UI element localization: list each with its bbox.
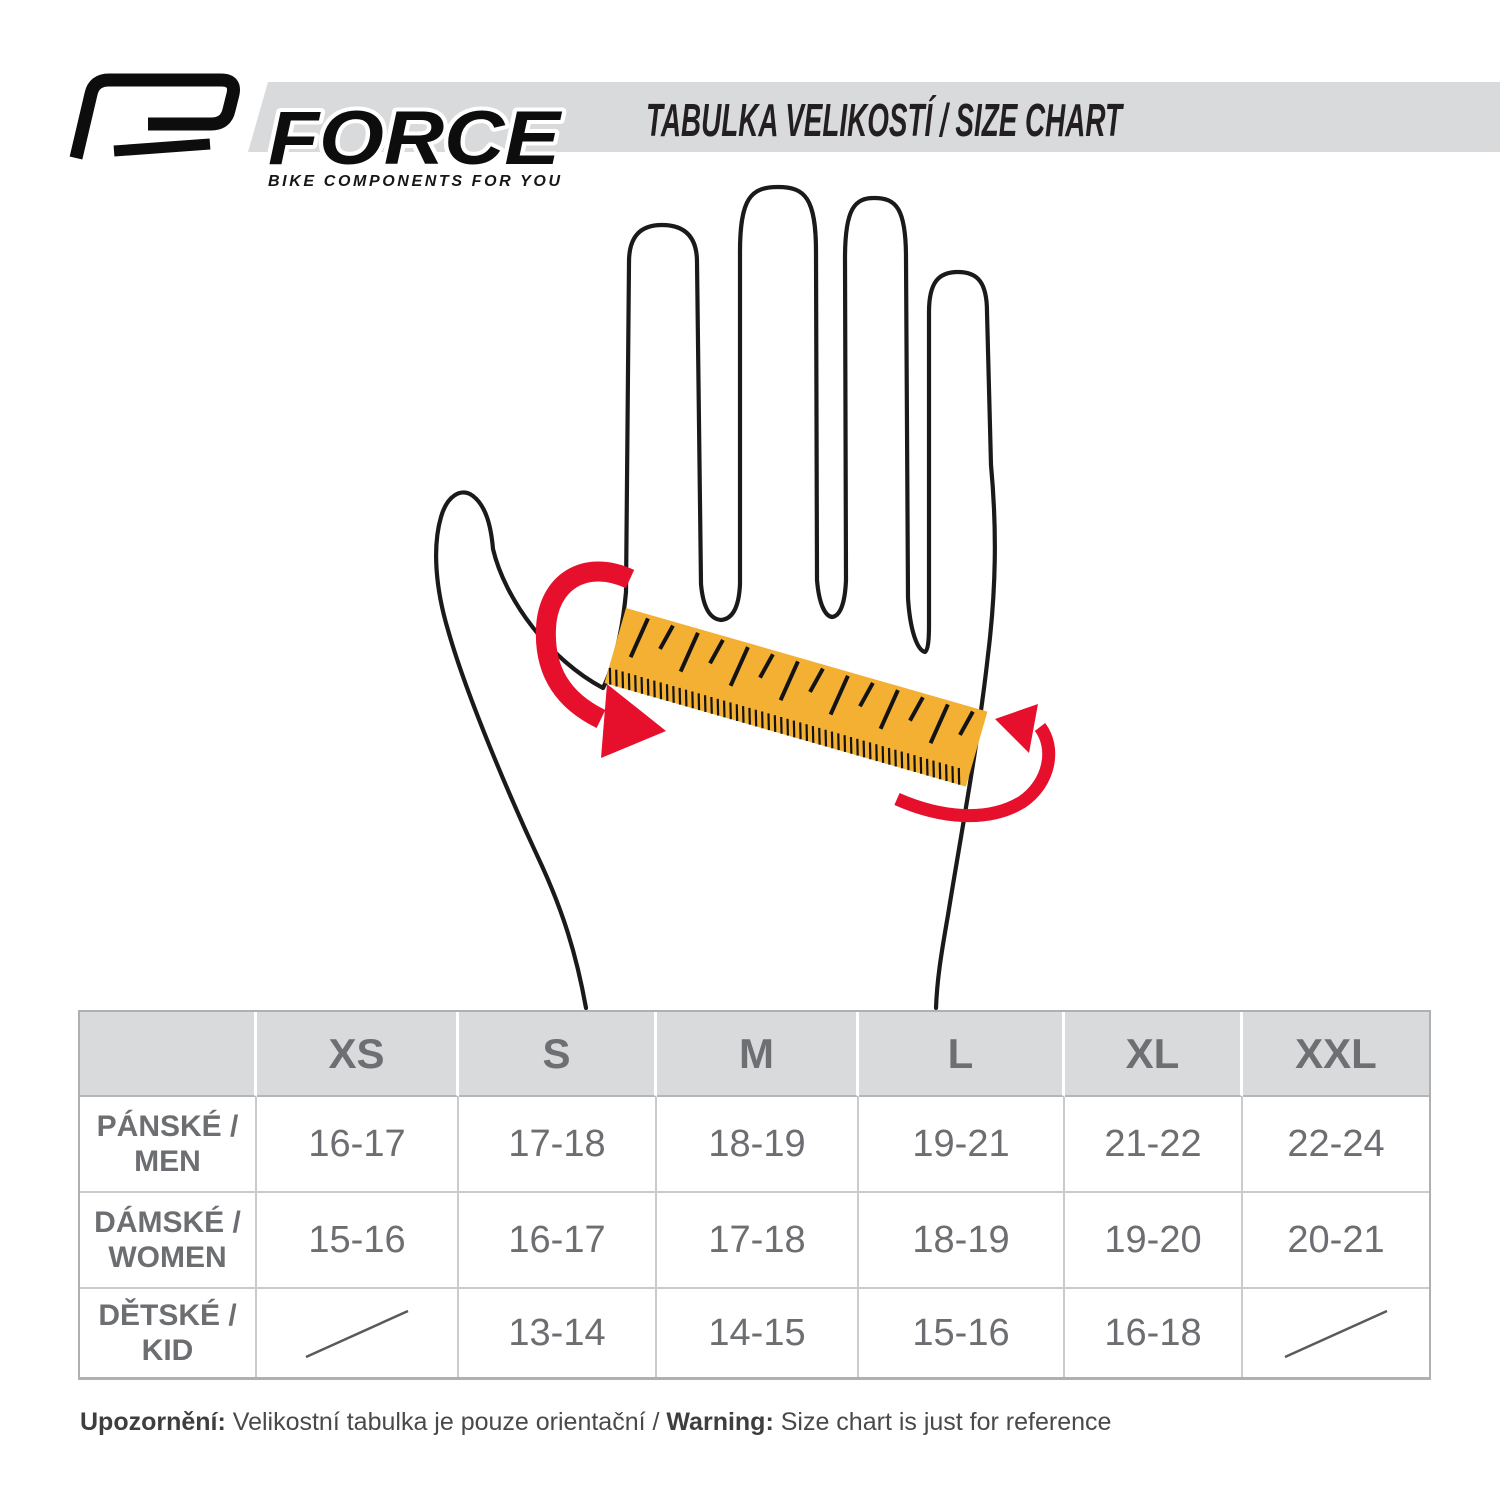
table-row-women: DÁMSKÉ / WOMEN 15-16 16-17 17-18 18-19 19-20 20… — [80, 1193, 1429, 1289]
column-header-xs: XS — [257, 1012, 459, 1097]
not-available-slash-icon — [1284, 1309, 1388, 1359]
measure-arrow-left-head — [601, 684, 666, 758]
corner-cell — [80, 1012, 257, 1097]
size-cell-men-xl: 21-22 — [1065, 1097, 1243, 1193]
not-available-slash-icon — [305, 1309, 409, 1359]
ruler-icon — [604, 608, 988, 787]
size-cell-women-l: 18-19 — [859, 1193, 1065, 1289]
column-header-xl: XL — [1065, 1012, 1243, 1097]
measure-arrow-right-arc — [894, 723, 1056, 823]
size-cell-kid-m: 14-15 — [657, 1289, 859, 1377]
size-cell-kid-l: 15-16 — [859, 1289, 1065, 1377]
size-cell-men-xs: 16-17 — [257, 1097, 459, 1193]
column-header-l: L — [859, 1012, 1065, 1097]
size-cell-women-m: 17-18 — [657, 1193, 859, 1289]
row-label-men: PÁNSKÉ / MEN — [80, 1097, 257, 1193]
size-cell-women-xl: 19-20 — [1065, 1193, 1243, 1289]
force-logo-icon — [69, 73, 240, 160]
ruler-mm-ticks — [608, 667, 961, 785]
row-label-women: DÁMSKÉ / WOMEN — [80, 1193, 257, 1289]
footnote-cs-label: Upozornění: — [80, 1408, 226, 1436]
size-cell-men-s: 17-18 — [459, 1097, 657, 1193]
size-table-header-row: XS S M L XL XXL — [80, 1012, 1429, 1097]
footnote-en-label: Warning: — [666, 1408, 774, 1436]
measure-arrow-left-arc — [535, 561, 635, 728]
size-cell-women-xxl: 20-21 — [1243, 1193, 1429, 1289]
column-header-m: M — [657, 1012, 859, 1097]
size-cell-kid-xxl — [1243, 1289, 1429, 1377]
ruler-major-ticks — [628, 617, 975, 744]
column-header-s: S — [459, 1012, 657, 1097]
brand-tagline: BIKE COMPONENTS FOR YOU — [268, 173, 560, 190]
size-cell-men-m: 18-19 — [657, 1097, 859, 1193]
size-cell-kid-xl: 16-18 — [1065, 1289, 1243, 1377]
size-cell-kid-s: 13-14 — [459, 1289, 657, 1377]
footnote-en-text: Size chart is just for reference — [773, 1408, 1112, 1436]
table-row-men: PÁNSKÉ / MEN 16-17 17-18 18-19 19-21 21-22 22-2… — [80, 1097, 1429, 1193]
measure-arrow-right-head — [995, 704, 1038, 753]
logo-emblem-outline — [69, 73, 240, 160]
row-label-kid: DĚTSKÉ / KID — [80, 1289, 257, 1377]
ruler-body — [604, 608, 988, 787]
size-cell-women-xs: 15-16 — [257, 1193, 459, 1289]
hand-outline-icon — [433, 184, 997, 1011]
header-band — [248, 82, 1500, 152]
size-table: XS S M L XL XXL PÁNSKÉ / MEN 16-17 17-18 18-19 19-… — [78, 1010, 1431, 1380]
measure-arrow-right — [894, 704, 1056, 823]
measure-arrow-left — [535, 561, 666, 758]
table-row-kid: DĚTSKÉ / KID 13-14 14-15 15-16 16-18 — [80, 1289, 1429, 1377]
size-cell-kid-xs — [257, 1289, 459, 1377]
size-cell-men-l: 19-21 — [859, 1097, 1065, 1193]
footnote-cs-text: Velikostní tabulka je pouze orientační / — [225, 1408, 667, 1436]
column-header-xxl: XXL — [1243, 1012, 1429, 1097]
footnote: Upozornění: Velikostní tabulka je pouze … — [80, 1408, 1111, 1437]
size-cell-men-xxl: 22-24 — [1243, 1097, 1429, 1193]
size-cell-women-s: 16-17 — [459, 1193, 657, 1289]
logo-emblem-bar — [113, 138, 211, 157]
